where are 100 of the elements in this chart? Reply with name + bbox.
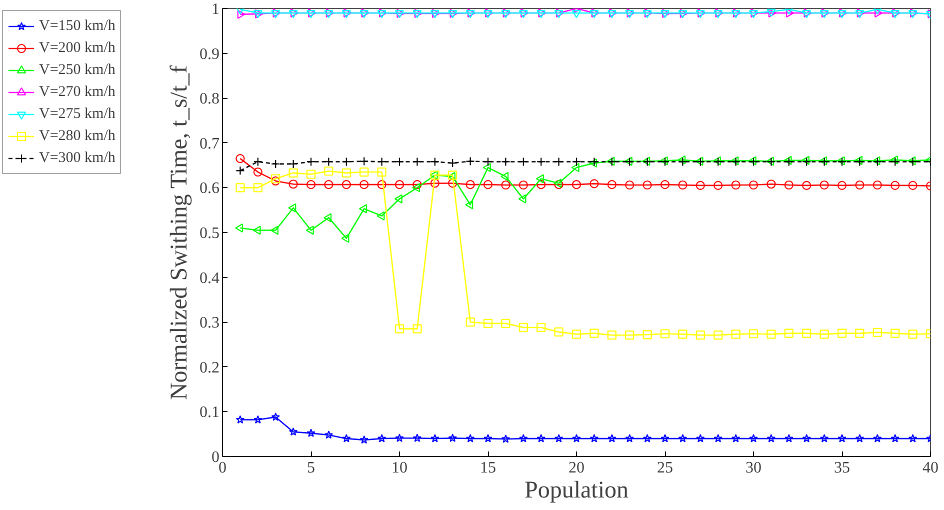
point: [412, 324, 422, 334]
point: [501, 157, 510, 166]
point: [501, 180, 510, 190]
point: [678, 180, 688, 190]
point: [306, 180, 316, 190]
y-tick-label: 0.4: [200, 270, 220, 287]
point: [872, 328, 882, 337]
point: [678, 434, 688, 442]
x-tick-label: 20: [568, 460, 584, 476]
point: [360, 156, 369, 166]
point: [838, 434, 846, 442]
point: [466, 156, 475, 166]
point: [360, 167, 369, 177]
point: [837, 328, 847, 338]
point: [377, 180, 386, 190]
point: [590, 179, 599, 188]
point: [802, 328, 812, 338]
point: [342, 434, 351, 442]
point: [341, 234, 350, 243]
point: [288, 203, 296, 212]
point: [572, 330, 582, 339]
point: [376, 211, 385, 220]
point: [483, 180, 493, 190]
point: [324, 430, 334, 439]
point: [253, 157, 262, 166]
point: [448, 158, 458, 168]
legend-label: V=280 km/h: [39, 128, 116, 144]
point: [484, 434, 492, 442]
legend-label: V=300 km/h: [39, 150, 116, 166]
point: [236, 415, 245, 424]
point: [625, 180, 634, 190]
y-axis-title: Normalized Swithing Time, t_s/t_f: [166, 65, 192, 400]
point: [394, 194, 402, 204]
point: [642, 434, 652, 442]
point: [874, 8, 883, 18]
point: [660, 180, 670, 190]
point: [518, 180, 528, 190]
point: [288, 427, 298, 436]
point: [908, 180, 918, 190]
point: [253, 183, 262, 192]
point: [855, 328, 864, 338]
point: [271, 176, 280, 186]
point: [731, 180, 740, 190]
point: [360, 180, 369, 190]
point: [766, 180, 776, 189]
point: [837, 180, 847, 190]
point: [536, 434, 546, 442]
point: [235, 223, 244, 233]
point: [642, 180, 652, 190]
point: [908, 330, 918, 339]
point: [518, 194, 526, 204]
point: [519, 434, 528, 442]
point: [377, 434, 386, 442]
point: [236, 154, 245, 164]
point: [252, 226, 261, 235]
point: [784, 328, 794, 338]
y-tick-label: 0.8: [200, 90, 220, 108]
point: [500, 172, 509, 182]
point: [466, 180, 475, 190]
point: [254, 415, 262, 424]
point: [536, 322, 546, 332]
y-tick-label: 0.3: [200, 314, 220, 332]
point: [802, 180, 812, 190]
point: [306, 170, 316, 179]
point: [855, 180, 864, 190]
x-axis-title: Population: [524, 478, 629, 504]
point: [572, 434, 581, 442]
point: [784, 180, 794, 190]
point: [748, 329, 758, 338]
point: [377, 167, 386, 177]
point: [554, 327, 564, 337]
point: [306, 157, 316, 166]
point: [377, 157, 386, 166]
point: [731, 330, 740, 339]
point: [236, 166, 245, 176]
point: [482, 162, 491, 172]
y-tick-label: 0: [212, 449, 220, 466]
point: [766, 434, 776, 442]
point: [872, 180, 882, 190]
point: [412, 434, 422, 442]
point: [430, 157, 440, 166]
point: [660, 329, 670, 338]
x-tick-label: 30: [746, 460, 762, 476]
y-tick-label: 0.7: [200, 135, 220, 152]
point: [714, 180, 723, 190]
point: [731, 434, 740, 442]
legend-label: V=275 km/h: [39, 106, 116, 122]
x-tick-label: 15: [480, 460, 496, 476]
point: [465, 200, 474, 210]
point: [590, 328, 599, 338]
point: [448, 178, 458, 188]
point: [501, 318, 510, 328]
point: [342, 157, 351, 166]
point: [890, 180, 900, 190]
x-tick-label: 5: [307, 460, 315, 476]
point: [306, 226, 314, 235]
point: [342, 180, 351, 190]
point: [786, 8, 794, 18]
point: [324, 166, 334, 176]
point: [394, 180, 404, 190]
